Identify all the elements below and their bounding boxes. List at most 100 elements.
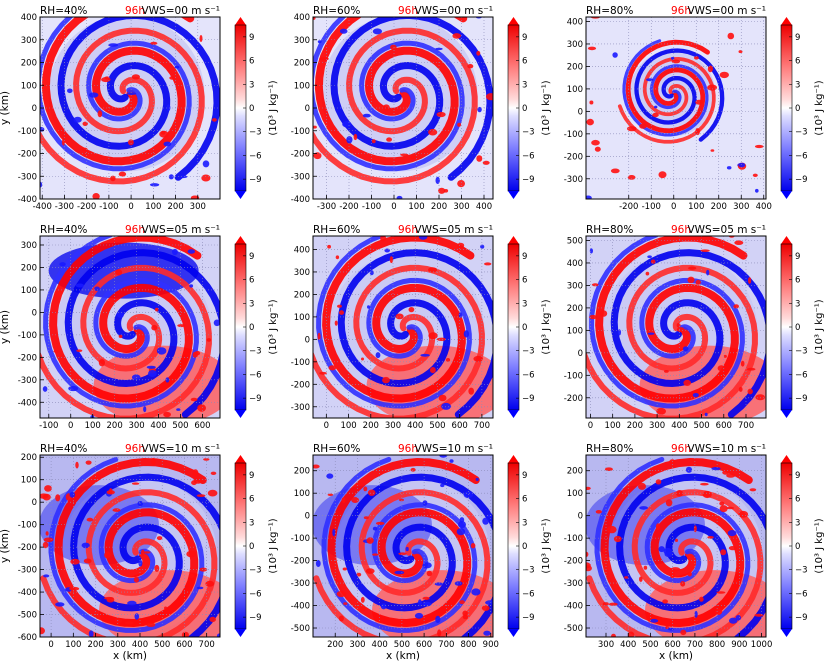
convective-cell	[40, 627, 45, 635]
convective-cell	[457, 242, 465, 249]
colorbar-tick-label: 3	[522, 299, 527, 309]
colorbar-tick-label: −6	[249, 151, 262, 161]
convective-cell	[428, 128, 438, 136]
x-tick-label: 700	[199, 640, 215, 650]
colorbar: 9 6 3 0 −3 −6 −9 (10³ J kg⁻¹)	[780, 236, 825, 418]
colorbar-tick-label: −6	[249, 589, 262, 599]
convective-cell	[440, 483, 445, 488]
convective-cell	[361, 357, 364, 361]
convective-cell	[627, 175, 636, 180]
convective-cell	[611, 633, 616, 637]
y-tick-label: 0	[578, 349, 583, 359]
convective-cell	[319, 371, 327, 375]
convective-cell	[694, 610, 698, 618]
y-tick-label: 200	[567, 62, 583, 72]
convective-cell	[699, 596, 704, 602]
convective-cell	[695, 128, 700, 136]
colorbar-extend-bottom	[508, 191, 519, 199]
convective-cell	[457, 122, 461, 127]
convective-cell	[468, 387, 475, 395]
x-tick-label: 300	[649, 421, 665, 431]
convective-cell	[706, 269, 710, 276]
convective-cell	[704, 412, 708, 417]
field	[40, 17, 220, 199]
convective-cell	[360, 596, 365, 603]
x-tick-label: 300	[733, 202, 749, 212]
convective-cell	[199, 35, 203, 42]
convective-cell	[481, 605, 490, 611]
convective-cell	[161, 58, 167, 63]
convective-cell	[94, 286, 100, 292]
colorbar-extend-top	[781, 236, 792, 244]
colorbar: 9 6 3 0 −3 −6 −9 (10³ J kg⁻¹)	[780, 17, 825, 199]
colorbar-tick-label: −9	[249, 394, 262, 404]
x-tick-label: 900	[483, 640, 499, 650]
convective-cell	[755, 188, 759, 193]
convective-cell	[213, 319, 220, 327]
convective-cell	[382, 376, 390, 384]
convective-cell	[205, 580, 215, 587]
convective-cell	[669, 459, 676, 464]
convective-cell	[438, 187, 446, 194]
convective-cell	[327, 244, 331, 249]
convective-cell	[59, 262, 66, 267]
convective-cell	[382, 104, 390, 111]
convective-cell	[422, 500, 428, 506]
y-tick-label: -200	[564, 152, 583, 162]
convective-cell	[124, 621, 134, 625]
convective-cell	[359, 606, 366, 612]
x-tick-label: -300	[55, 202, 74, 212]
y-tick-label: -400	[18, 588, 37, 598]
convective-cell	[740, 360, 745, 367]
convective-cell	[682, 346, 689, 352]
convective-cell	[192, 351, 198, 358]
convective-cell	[627, 126, 637, 132]
convective-cell	[394, 570, 405, 575]
convective-cell	[177, 324, 186, 328]
x-tick-label: 900	[731, 640, 747, 650]
convective-cell	[755, 394, 765, 401]
y-tick-label: 0	[578, 512, 583, 522]
colorbar-tick-label: 3	[795, 80, 800, 90]
panel-title-right: VWS=05 m s⁻¹	[141, 224, 220, 236]
convective-cell	[428, 267, 438, 273]
colorbar-tick-label: 9	[522, 33, 527, 43]
convective-cell	[738, 162, 746, 168]
convective-cell	[647, 332, 655, 335]
x-tick-label: 700	[738, 421, 754, 431]
convective-cell	[735, 615, 741, 621]
convective-cell	[702, 490, 712, 499]
colorbar-extend-bottom	[508, 629, 519, 637]
x-axis-label: x (km)	[113, 650, 147, 662]
panel-title-left: RH=40%	[40, 224, 87, 236]
convective-cell	[486, 93, 493, 101]
convective-cell	[738, 510, 749, 518]
colorbar-tick-label: 3	[795, 299, 800, 309]
y-tick-label: -100	[291, 534, 310, 544]
x-tick-label: 100	[605, 421, 621, 431]
convective-cell	[638, 482, 646, 490]
convective-cell	[159, 130, 169, 138]
x-tick-label: 1000	[751, 640, 773, 650]
panel-title-right: VWS=10 m s⁻¹	[687, 443, 766, 455]
convective-cell	[716, 591, 726, 594]
x-tick-label: 100	[340, 421, 356, 431]
x-tick-label: 400	[671, 421, 687, 431]
spiral-band	[314, 17, 468, 166]
convective-cell	[734, 240, 744, 245]
convective-cell	[738, 50, 743, 54]
convective-cell	[448, 467, 454, 470]
colorbar-extend-top	[235, 455, 246, 463]
convective-cell	[719, 501, 725, 506]
colorbar-tick-label: 0	[795, 323, 800, 333]
convective-cell	[727, 530, 737, 537]
panel-time-label: 96h	[398, 5, 418, 17]
panel-title-right: VWS=00 m s⁻¹	[687, 5, 766, 17]
convective-cell	[396, 195, 403, 199]
convective-cell	[459, 600, 465, 605]
y-tick-label: -200	[564, 394, 583, 404]
colorbar-tick-label: 9	[795, 471, 800, 481]
convective-cell	[43, 537, 54, 543]
convective-cell	[463, 330, 470, 338]
spiral-band	[41, 17, 195, 166]
